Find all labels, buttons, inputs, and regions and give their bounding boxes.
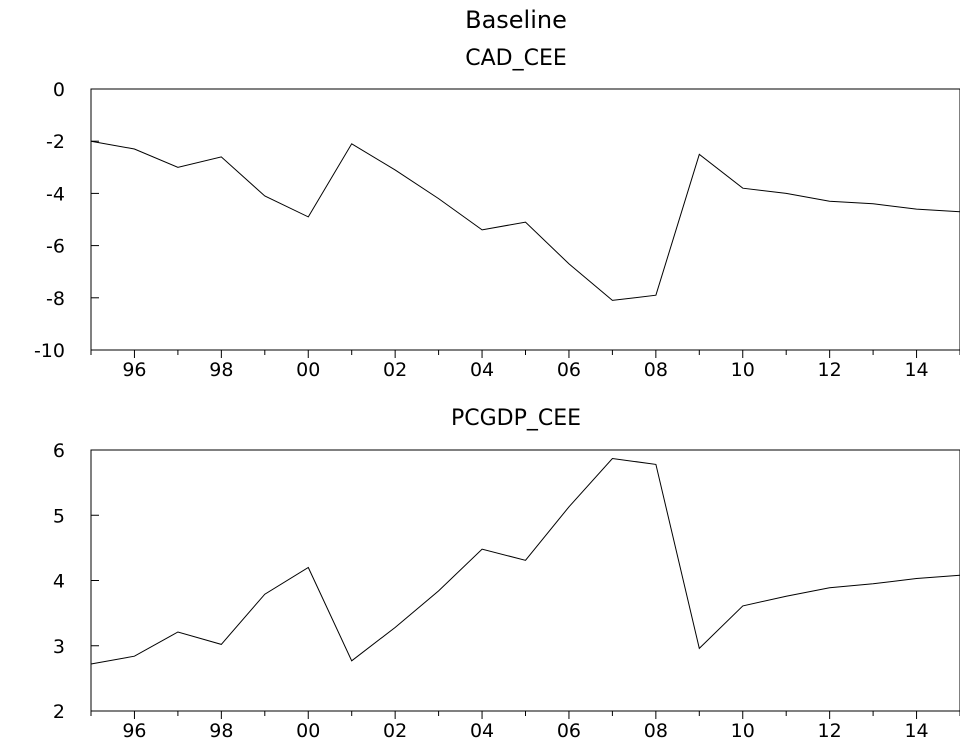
y-ticks: 6 5 4 3 2 xyxy=(53,440,99,723)
x-tick-label: 06 xyxy=(557,359,581,381)
figure-title: Baseline xyxy=(465,6,567,34)
x-tick-label: 14 xyxy=(904,720,928,738)
x-tick-label: 10 xyxy=(731,720,755,738)
x-tick-label: 12 xyxy=(818,720,842,738)
chart-pcgdp-cee: PCGDP_CEE 6 5 4 3 2 96 98 00 02 04 06 08 10 12 14 xyxy=(53,406,960,738)
x-tick-label: 98 xyxy=(209,720,233,738)
x-tick-label: 08 xyxy=(644,359,668,381)
x-tick-label: 04 xyxy=(470,720,494,738)
x-tick-label: 12 xyxy=(818,359,842,381)
series-line xyxy=(90,457,960,665)
x-tick-label: 02 xyxy=(383,359,407,381)
y-tick-label: 3 xyxy=(53,636,65,658)
chart-title: PCGDP_CEE xyxy=(451,406,581,431)
plot-frame xyxy=(90,449,960,712)
plot-frame xyxy=(90,88,960,351)
x-tick-label: 98 xyxy=(209,359,233,381)
series-line xyxy=(90,140,960,301)
y-tick-label: -6 xyxy=(46,236,65,258)
chart-title: CAD_CEE xyxy=(465,46,567,71)
y-tick-label: 0 xyxy=(53,79,65,101)
y-tick-label: -10 xyxy=(34,340,65,362)
x-tick-label: 06 xyxy=(557,720,581,738)
x-tick-label: 96 xyxy=(122,720,146,738)
y-ticks: 0 -2 -4 -6 -8 -10 xyxy=(34,79,99,362)
x-ticks: 96 98 00 02 04 06 08 10 12 14 xyxy=(90,350,960,381)
y-tick-label: 5 xyxy=(53,505,65,527)
y-tick-label: 6 xyxy=(53,440,65,462)
x-tick-label: 00 xyxy=(296,359,320,381)
x-tick-label: 02 xyxy=(383,720,407,738)
x-tick-label: 96 xyxy=(122,359,146,381)
y-tick-label: -2 xyxy=(46,131,65,153)
y-tick-label: 4 xyxy=(53,571,65,593)
x-tick-label: 04 xyxy=(470,359,494,381)
x-tick-label: 10 xyxy=(731,359,755,381)
y-tick-label: -4 xyxy=(46,183,65,205)
y-tick-label: 2 xyxy=(53,701,65,723)
x-tick-label: 08 xyxy=(644,720,668,738)
x-ticks: 96 98 00 02 04 06 08 10 12 14 xyxy=(90,711,960,738)
chart-cad-cee: CAD_CEE 0 -2 -4 -6 -8 -10 96 98 00 02 04 06 08 10 12 1… xyxy=(34,46,960,381)
x-tick-label: 00 xyxy=(296,720,320,738)
y-tick-label: -8 xyxy=(46,288,65,310)
x-tick-label: 14 xyxy=(904,359,928,381)
